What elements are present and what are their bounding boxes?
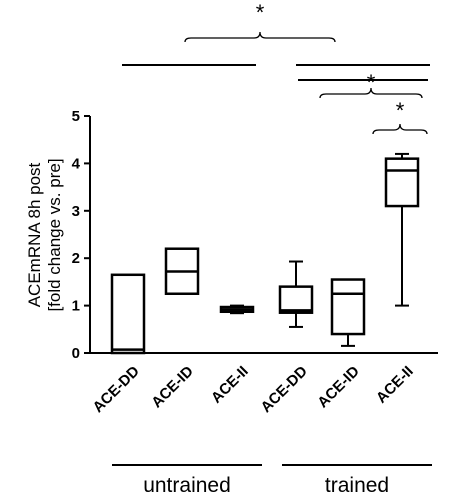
category-label: ACE-II bbox=[208, 363, 252, 407]
sig-star-top: * bbox=[256, 0, 265, 25]
y-axis-label-line1: ACEmRNA 8h post bbox=[25, 162, 44, 307]
sig-bracket-middle bbox=[319, 87, 423, 99]
category-label: ACE-ID bbox=[148, 363, 197, 412]
box-1 bbox=[110, 273, 146, 355]
category-label: ACE-II bbox=[373, 363, 417, 407]
sig-star-lower: * bbox=[396, 98, 405, 123]
box-4 bbox=[278, 260, 314, 328]
boxes bbox=[110, 152, 420, 355]
box-5 bbox=[330, 278, 366, 347]
group-labels: untrained trained bbox=[112, 464, 432, 497]
y-ticks: 0 1 2 3 4 5 bbox=[72, 108, 90, 362]
y-tick-label: 3 bbox=[72, 203, 80, 220]
category-labels: ACE-DD ACE-ID ACE-II ACE-DD ACE-ID ACE-II bbox=[90, 363, 417, 416]
box-iqr bbox=[384, 157, 420, 208]
y-axis-label-line2: [fold change vs. pre] bbox=[45, 158, 64, 311]
box-iqr bbox=[110, 273, 146, 355]
y-tick-label: 5 bbox=[72, 108, 80, 125]
group-label: untrained bbox=[143, 474, 231, 497]
y-tick-label: 1 bbox=[72, 298, 80, 315]
category-label: ACE-DD bbox=[258, 363, 311, 416]
sig-star-middle: * bbox=[367, 70, 376, 95]
box-iqr bbox=[330, 278, 366, 336]
sig-bracket-top bbox=[184, 31, 336, 43]
sig-bracket-lower bbox=[372, 123, 428, 135]
y-tick-label: 2 bbox=[72, 250, 80, 267]
box-6 bbox=[384, 152, 420, 307]
group-label: trained bbox=[325, 474, 389, 497]
category-label: ACE-DD bbox=[90, 363, 143, 416]
y-tick-label: 4 bbox=[72, 155, 81, 172]
significance-brackets: * * * bbox=[122, 0, 430, 135]
box-iqr bbox=[278, 285, 314, 314]
category-label: ACE-ID bbox=[314, 363, 363, 412]
box-2 bbox=[164, 247, 200, 295]
box-3 bbox=[219, 304, 255, 315]
y-tick-label: 0 bbox=[72, 345, 80, 362]
